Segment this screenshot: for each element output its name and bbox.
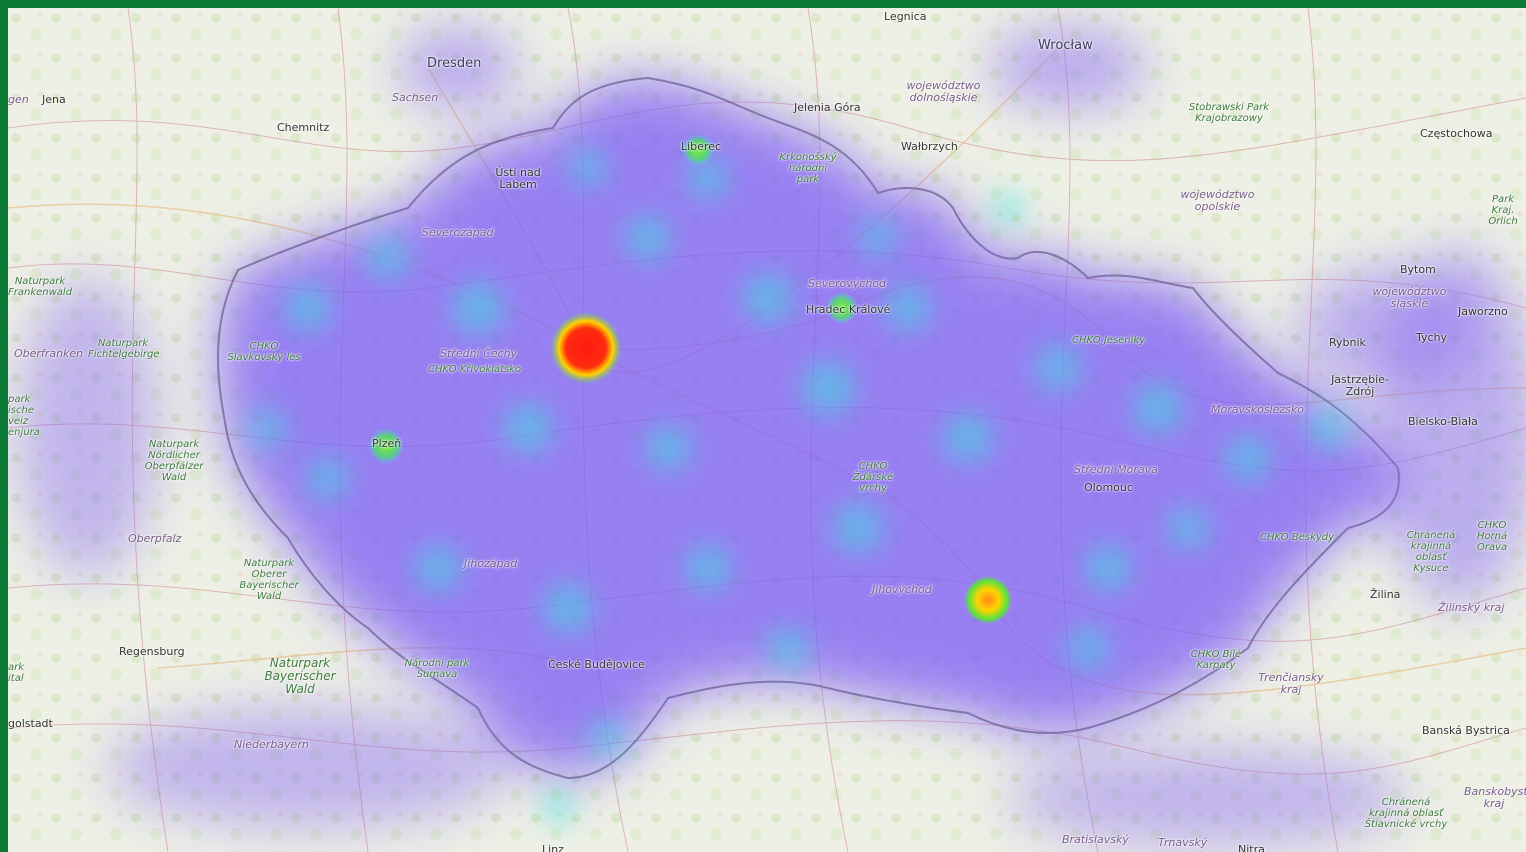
city-label-banska: Banská Bystrica [1422,724,1510,737]
city-label-jaworzno: Jaworzno [1458,305,1508,318]
city-label-rybnik: Rybnik [1329,336,1366,349]
region-label-gen: gen [8,93,29,106]
region-label-slaskie: województwo śląskie [1372,285,1447,311]
park-label-chranena-stiavnicke: Chránená krajinná oblasť Štiavnické vrch… [1364,797,1448,830]
hotspot-plzen[interactable] [368,428,404,464]
region-label-opolskie: województwo opolskie [1180,188,1255,214]
park-label-chko-horna-orava: CHKO Horná Orava [1476,520,1508,553]
city-label-liberec: Liberec [681,140,722,153]
region-label-jihovychod: Jihovýchod [872,583,932,596]
region-label-trenciansky: Trenčiansky kraj [1258,671,1324,697]
park-label-left-fragment: park ische veiz enjura [8,394,40,438]
city-label-bielsko: Bielsko-Biała [1408,415,1478,428]
park-label-krkonossky: Krkonošský národní park [779,152,837,185]
map-view[interactable]: Legnica Wrocław Dresden Jena Chemnitz Je… [8,8,1526,852]
region-label-stredni-morava: Střední Morava [1074,463,1158,476]
hotspot-brno[interactable] [964,576,1012,624]
park-label-chranena-kysuce: Chránená krajinná oblasť Kysuce [1406,530,1456,574]
city-label-dresden: Dresden [427,56,482,71]
park-label-chko-beskydy: CHKO Beskydy [1260,532,1335,543]
city-label-czestochowa: Częstochowa [1420,127,1493,140]
region-label-jihozapad: Jihozápad [464,557,518,570]
city-label-linz: Linz [542,843,564,852]
region-label-moravskoslezsko: Moravskoslezsko [1211,403,1304,416]
park-label-stobrawski: Stobrawski Park Krajobrazowy [1188,102,1270,124]
region-label-bratislavsky: Bratislavský [1062,833,1129,846]
region-label-niederbayern: Niederbayern [234,738,309,751]
hotspot-liberec[interactable] [682,134,714,166]
region-label-oberfranken: Oberfranken [14,347,84,360]
city-label-olomouc: Olomouc [1084,481,1133,494]
park-label-naturpark-nordlicher: Naturpark Nördlicher Oberpfälzer Wald [144,439,204,483]
city-label-regensburg: Regensburg [119,645,185,658]
city-label-jastrzebie: Jastrzębie-Zdrój [1331,373,1389,399]
region-label-stredni-cechy: Střední Čechy [440,347,518,360]
city-label-ceske: České Budějovice [548,658,645,671]
region-label-severovychod: Severovýchod [808,277,887,290]
park-label-naturpark-oberer: Naturpark Oberer Bayerischer Wald [239,558,299,602]
region-label-severozapad: Severozápad [422,226,494,239]
hotspot-hradec[interactable] [826,292,858,324]
region-label-trnavsky: Trnavský [1158,836,1208,849]
park-label-chko-slavkovsky: CHKO Slavkovský les [227,341,301,363]
city-label-wroclaw: Wrocław [1038,38,1093,53]
park-label-naturpark-fichtelgebirge: Naturpark Fichtelgebirge [88,338,160,360]
city-label-walbrzych: Wałbrzych [901,140,958,153]
park-label-chko-bile-karpaty: CHKO Bílé Karpaty [1190,649,1242,671]
city-label-legnica: Legnica [884,10,927,23]
city-label-plzen: Plzeň [372,437,402,450]
heat-layer-mid [250,150,1348,824]
region-label-banskobystricky: Banskobystr. kraj [1464,785,1526,811]
map-canvas[interactable] [8,8,1526,852]
park-label-chko-jeseniky: CHKO Jeseníky [1072,335,1146,346]
city-label-chemnitz: Chemnitz [277,121,330,134]
city-label-tychy: Tychy [1416,331,1448,344]
region-label-oberpfalz: Oberpfalz [128,532,182,545]
park-label-chko-krivoklatsko: CHKO Křivoklátsko [428,364,522,375]
region-label-zilinsky: Žilinský kraj [1438,601,1505,614]
region-label-sachsen: Sachsen [392,91,439,104]
city-label-usti: Ústí nad Labem [495,166,541,192]
city-label-nitra: Nitra [1238,843,1265,852]
city-label-jelenia-gora: Jelenia Góra [794,101,861,114]
park-label-narodni-sumava: Národní park Šumava [404,658,470,680]
park-label-ark-ital: ark ital [8,662,25,684]
heat-hotspots [368,134,1012,624]
city-label-hradec: Hradec Králové [806,303,891,316]
park-label-naturpark-bayerischer: Naturpark Bayerischer Wald [264,656,336,697]
park-label-chko-zdarske: CHKO Žďárské vrchy [852,461,894,494]
city-label-ingolstadt: golstadt [8,717,53,730]
city-label-jena: Jena [42,93,66,106]
city-label-zilina: Žilina [1370,588,1401,601]
hotspot-praha[interactable] [550,312,622,384]
region-label-dolnoslaskie: województwo dolnośląskie [906,79,981,105]
city-label-bytom: Bytom [1400,263,1436,276]
park-label-park-orlich: Park Kraj. Orlich [1488,194,1518,227]
heat-layer-base [18,28,1526,848]
park-label-naturpark-frankenwald: Naturpark Frankenwald [8,276,73,298]
